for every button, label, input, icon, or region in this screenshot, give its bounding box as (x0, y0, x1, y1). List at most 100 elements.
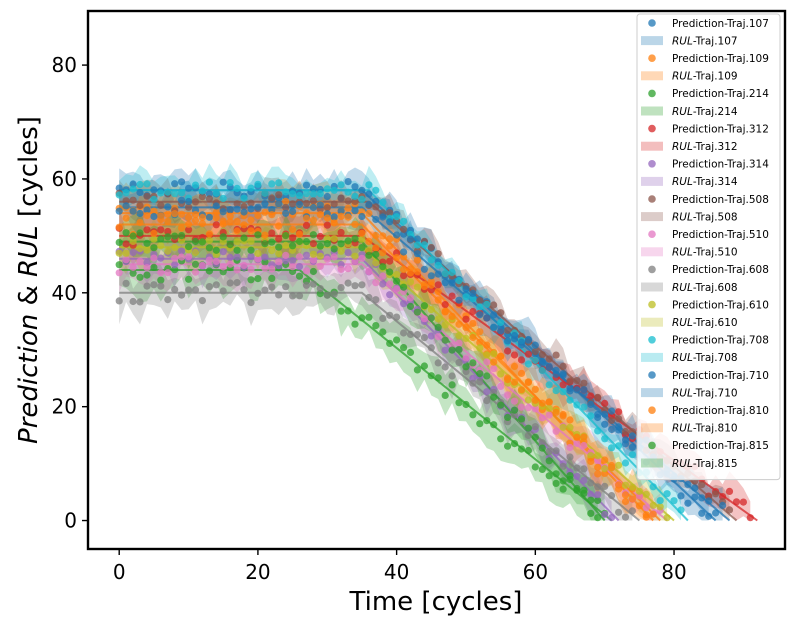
legend-label-prediction-107: Prediction-Traj.107 (672, 18, 769, 30)
prediction-point-traj-608 (365, 293, 373, 302)
prediction-point-traj-708 (316, 190, 324, 198)
prediction-point-traj-710 (289, 207, 297, 216)
prediction-point-traj-214 (490, 421, 498, 429)
prediction-point-traj-608 (552, 447, 560, 455)
y-tick-label: 80 (52, 53, 77, 77)
prediction-point-traj-314 (580, 476, 588, 484)
prediction-point-traj-608 (261, 286, 269, 294)
prediction-point-traj-107 (365, 190, 373, 198)
prediction-point-traj-214 (441, 391, 449, 399)
legend-marker-prediction-815 (648, 441, 656, 450)
prediction-point-traj-810 (143, 212, 151, 220)
prediction-point-traj-708 (573, 401, 581, 409)
prediction-point-traj-314 (247, 252, 255, 260)
prediction-point-traj-510 (143, 264, 151, 272)
prediction-point-traj-708 (330, 186, 338, 194)
prediction-point-traj-710 (455, 296, 463, 304)
legend-label-prediction-708: Prediction-Traj.708 (672, 335, 769, 347)
prediction-point-traj-608 (157, 282, 165, 290)
prediction-point-traj-314 (344, 249, 352, 257)
prediction-point-traj-708 (628, 451, 637, 459)
prediction-point-traj-109 (517, 369, 526, 377)
prediction-point-traj-810 (413, 268, 421, 276)
prediction-point-traj-810 (205, 230, 213, 238)
prediction-point-traj-610 (545, 404, 553, 412)
prediction-point-traj-510 (517, 403, 526, 411)
prediction-point-traj-510 (219, 263, 227, 271)
prediction-point-traj-608 (524, 431, 533, 439)
prediction-point-traj-815 (552, 470, 560, 478)
prediction-point-traj-510 (497, 382, 505, 390)
prediction-point-traj-710 (254, 203, 262, 211)
prediction-point-traj-710 (268, 206, 276, 214)
prediction-point-traj-109 (469, 319, 477, 328)
prediction-point-traj-312 (157, 226, 165, 234)
prediction-point-traj-610 (406, 278, 415, 286)
prediction-point-traj-810 (573, 433, 581, 441)
prediction-point-traj-314 (594, 491, 602, 499)
prediction-point-traj-815 (337, 240, 345, 248)
prediction-point-traj-608 (295, 292, 304, 300)
prediction-point-traj-312 (725, 487, 734, 495)
legend-swatch-rul-312 (641, 141, 663, 151)
prediction-point-traj-815 (330, 245, 338, 253)
prediction-point-traj-109 (282, 197, 290, 205)
prediction-point-traj-610 (434, 315, 442, 323)
prediction-point-traj-610 (337, 247, 345, 255)
prediction-point-traj-815 (261, 240, 269, 248)
prediction-point-traj-815 (393, 277, 401, 285)
prediction-point-traj-608 (483, 397, 491, 405)
prediction-point-traj-810 (427, 281, 435, 289)
prediction-point-traj-710 (719, 501, 727, 509)
prediction-point-traj-608 (219, 287, 227, 295)
prediction-point-traj-810 (157, 212, 165, 220)
prediction-point-traj-710 (309, 203, 317, 212)
prediction-point-traj-815 (282, 232, 290, 240)
prediction-point-traj-214 (143, 271, 151, 279)
prediction-point-traj-810 (455, 320, 463, 328)
prediction-point-traj-710 (275, 200, 283, 208)
prediction-point-traj-708 (427, 256, 435, 264)
prediction-point-traj-610 (628, 483, 637, 491)
prediction-point-traj-610 (115, 249, 123, 257)
prediction-point-traj-508 (330, 200, 338, 208)
prediction-point-traj-508 (372, 203, 380, 211)
prediction-point-traj-810 (510, 378, 519, 386)
prediction-point-traj-610 (427, 306, 435, 314)
prediction-point-traj-608 (358, 281, 366, 289)
prediction-point-traj-815 (309, 231, 317, 239)
prediction-point-traj-608 (455, 359, 463, 367)
legend-label-prediction-214: Prediction-Traj.214 (672, 88, 769, 100)
prediction-point-traj-810 (524, 378, 533, 386)
prediction-point-traj-710 (393, 231, 401, 239)
prediction-point-traj-708 (594, 427, 602, 435)
prediction-point-traj-109 (178, 210, 186, 218)
prediction-point-traj-214 (524, 446, 533, 455)
prediction-point-traj-708 (233, 184, 241, 192)
prediction-point-traj-610 (247, 237, 255, 245)
prediction-point-traj-508 (157, 201, 165, 209)
prediction-point-traj-312 (309, 240, 317, 248)
prediction-point-traj-508 (621, 427, 630, 436)
prediction-point-traj-214 (545, 472, 553, 480)
prediction-point-traj-312 (323, 221, 331, 229)
prediction-point-traj-107 (219, 178, 227, 186)
prediction-point-traj-608 (441, 363, 449, 371)
prediction-point-traj-510 (594, 457, 602, 465)
prediction-point-traj-314 (178, 247, 186, 255)
prediction-point-traj-608 (309, 280, 317, 288)
prediction-point-traj-312 (615, 408, 623, 416)
prediction-point-traj-312 (212, 221, 220, 229)
prediction-point-traj-508 (608, 416, 616, 424)
prediction-point-traj-109 (434, 288, 442, 296)
prediction-point-traj-510 (302, 267, 311, 275)
prediction-point-traj-608 (628, 507, 637, 515)
prediction-point-traj-508 (615, 415, 623, 423)
prediction-point-traj-312 (448, 292, 456, 300)
prediction-point-traj-708 (198, 187, 206, 195)
prediction-point-traj-312 (504, 347, 512, 355)
prediction-point-traj-214 (587, 509, 595, 517)
prediction-point-traj-107 (684, 499, 692, 507)
prediction-point-traj-708 (379, 198, 387, 206)
prediction-point-traj-608 (122, 279, 130, 287)
